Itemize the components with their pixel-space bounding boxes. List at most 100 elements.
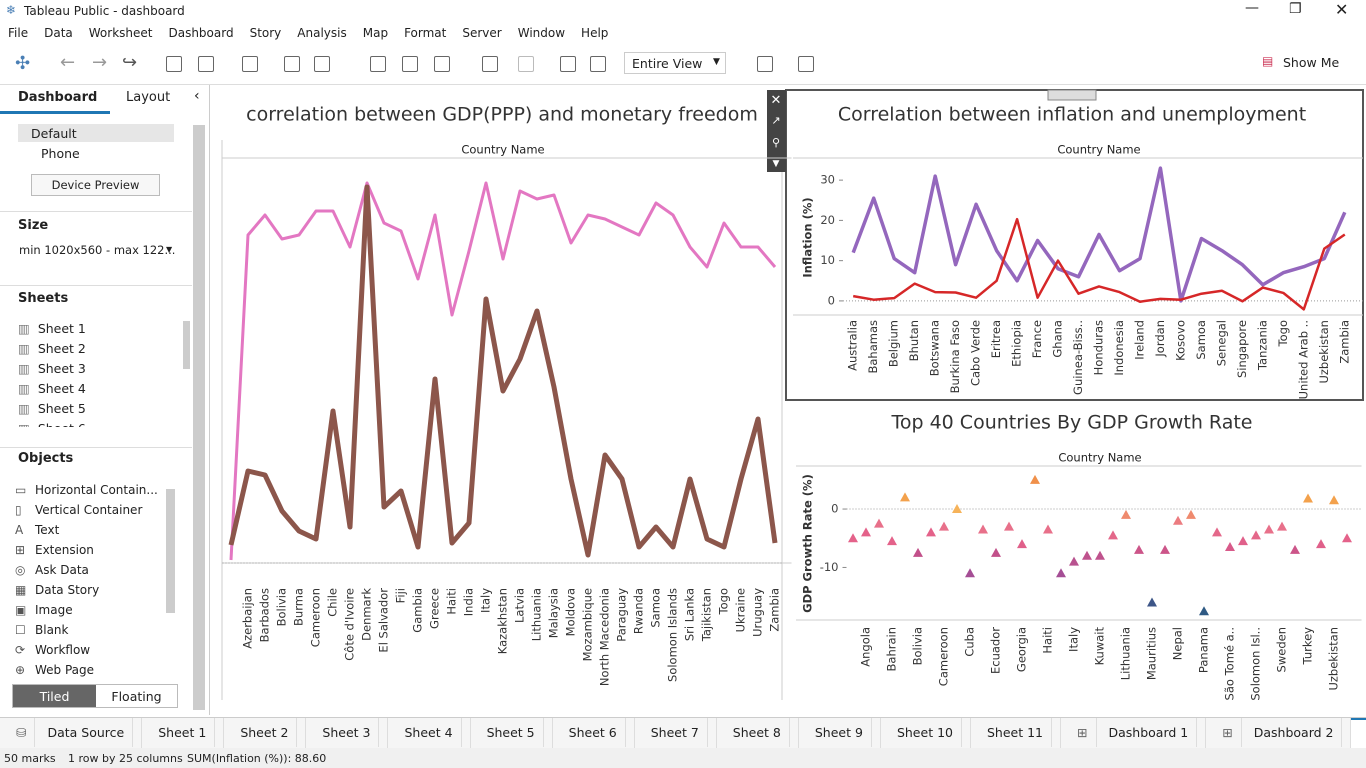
new-sheet[interactable] (242, 56, 258, 72)
menu-item[interactable]: Story (249, 26, 282, 40)
object-item[interactable]: ▦ Data Story (15, 583, 99, 597)
object-icon: ☐ (15, 623, 26, 637)
x-tick-label: Bolivia (911, 627, 925, 665)
menu-item[interactable]: Worksheet (88, 26, 153, 40)
object-item[interactable]: ◎ Ask Data (15, 563, 89, 577)
go-to-sheet[interactable]: ↗ (771, 114, 780, 127)
swap[interactable] (370, 56, 386, 72)
sort-asc[interactable] (402, 56, 418, 72)
tab[interactable]: Sheet 8 (717, 718, 799, 748)
new-data[interactable] (198, 56, 214, 72)
minimize[interactable]: — (1245, 0, 1259, 16)
y-axis-label: Inflation (%) (801, 197, 815, 277)
tab[interactable]: Sheet 2 (224, 718, 307, 748)
device[interactable]: Default (31, 126, 77, 141)
logo[interactable]: ✣ (15, 53, 31, 74)
filter-icon[interactable]: ⚲ (772, 136, 780, 149)
highlight[interactable] (482, 56, 498, 72)
group[interactable] (518, 56, 534, 72)
tab[interactable]: Sheet 1 (142, 718, 225, 748)
sheet-item[interactable]: ▥ Sheet 6 (18, 421, 86, 427)
tab[interactable]: Sheet 5 (471, 718, 553, 748)
x-tick-label: Kuwait (1093, 627, 1107, 666)
x-tick-label: Latvia (513, 588, 527, 623)
tab[interactable]: ⛁ Data Source (0, 718, 143, 748)
sheet-item[interactable]: ▥ Sheet 4 (18, 381, 86, 396)
tab[interactable]: Sheet 3 (306, 718, 389, 748)
triangle-mark (913, 547, 923, 557)
menu-item[interactable]: Server (462, 26, 502, 40)
object-item[interactable]: ⟳ Workflow (15, 643, 90, 657)
tab[interactable]: Sheet 6 (553, 718, 635, 748)
series-line (851, 166, 1347, 303)
undo[interactable]: ← (60, 52, 76, 73)
sheet-controls[interactable] (767, 90, 786, 172)
redo[interactable]: → (92, 52, 108, 73)
menu-item[interactable]: Analysis (297, 26, 347, 40)
move-handle[interactable] (1047, 89, 1097, 101)
labels[interactable] (560, 56, 576, 72)
menu-item[interactable]: Map (362, 26, 389, 40)
show-me-icon: ▤ (1262, 54, 1274, 68)
clear[interactable] (314, 56, 330, 72)
layout-tab[interactable]: Layout (126, 90, 171, 105)
object-item[interactable]: ▣ Image (15, 603, 73, 617)
tab[interactable]: Sheet 11 (971, 718, 1062, 748)
y-tick-label: -10 (820, 560, 839, 574)
object-item[interactable]: ▭ Horizontal Contain... (15, 483, 158, 497)
sheet-item[interactable]: ▥ Sheet 1 (18, 321, 86, 336)
size-dropdown[interactable]: min 1020x560 - max 122... (19, 243, 176, 257)
floating[interactable]: Floating (111, 689, 162, 704)
tab[interactable]: Sheet 9 (799, 718, 881, 748)
sheet-item[interactable]: ▥ Sheet 3 (18, 361, 86, 376)
object-item[interactable]: ▯ Vertical Container (15, 503, 142, 517)
tiled[interactable]: Tiled (13, 685, 96, 707)
tab[interactable]: ⊞ Dashboard 2 (1206, 718, 1352, 748)
pin[interactable] (590, 56, 606, 72)
tab-name: Data Source (39, 718, 134, 747)
show-me[interactable]: Show Me (1283, 55, 1340, 70)
collapse[interactable]: ‹ (194, 88, 200, 104)
object-item[interactable]: ⊞ Extension (15, 543, 94, 557)
replay[interactable]: ↪ (122, 52, 138, 73)
menu-item[interactable]: Dashboard (168, 26, 234, 40)
object-item[interactable]: A Text (15, 523, 59, 537)
cards[interactable] (757, 56, 773, 72)
toolbar: ✣ ← → ↪ Entire View ▼ ▤ Show Me (0, 44, 1366, 85)
tab[interactable]: ⊞ Dashboard 1 (1061, 718, 1207, 748)
duplicate[interactable] (284, 56, 300, 72)
sort-desc[interactable] (434, 56, 450, 72)
triangle-mark (1121, 509, 1131, 519)
fit-dropdown[interactable]: Entire View ▼ (624, 52, 726, 74)
tab[interactable]: Sheet 7 (635, 718, 717, 748)
sheet-item[interactable]: ▥ Sheet 5 (18, 401, 86, 416)
tab[interactable]: ⊞Dashboard 3 (1351, 718, 1366, 749)
presentation[interactable] (798, 56, 814, 72)
remove-icon[interactable]: ✕ (771, 93, 782, 108)
save[interactable] (166, 56, 182, 72)
object-item[interactable]: ☐ Blank (15, 623, 68, 637)
tab[interactable]: Sheet 4 (388, 718, 471, 748)
object-name: Workflow (35, 643, 91, 657)
x-tick-label: Chile (326, 588, 340, 617)
device-preview-button[interactable]: Device Preview (31, 174, 160, 196)
menu-bar: File Data Worksheet Dashboard Story Analysis M… (0, 22, 1366, 44)
device[interactable]: Phone (41, 146, 80, 161)
tab-name: Sheet 10 (888, 718, 962, 747)
sheet-item[interactable]: ▥ Sheet 2 (18, 341, 86, 356)
triangle-mark (1095, 550, 1105, 560)
menu-item[interactable]: Format (404, 26, 447, 40)
dashboard-tab[interactable]: Dashboard (18, 90, 98, 105)
close[interactable]: ✕ (1335, 0, 1349, 19)
menu-item[interactable]: Data (44, 26, 73, 40)
menu-item[interactable]: File (8, 26, 29, 40)
object-item[interactable]: ⊕ Web Page (15, 663, 94, 677)
more-options[interactable]: ▼ (773, 159, 780, 169)
menu-item[interactable]: Help (581, 26, 609, 40)
x-tick-label: France (1030, 320, 1044, 358)
tab-name: Sheet 2 (232, 718, 298, 747)
menu-item[interactable]: Window (517, 26, 566, 40)
selected-device (18, 124, 174, 142)
tab[interactable]: Sheet 10 (881, 718, 971, 748)
restore[interactable]: ❐ (1289, 1, 1302, 17)
